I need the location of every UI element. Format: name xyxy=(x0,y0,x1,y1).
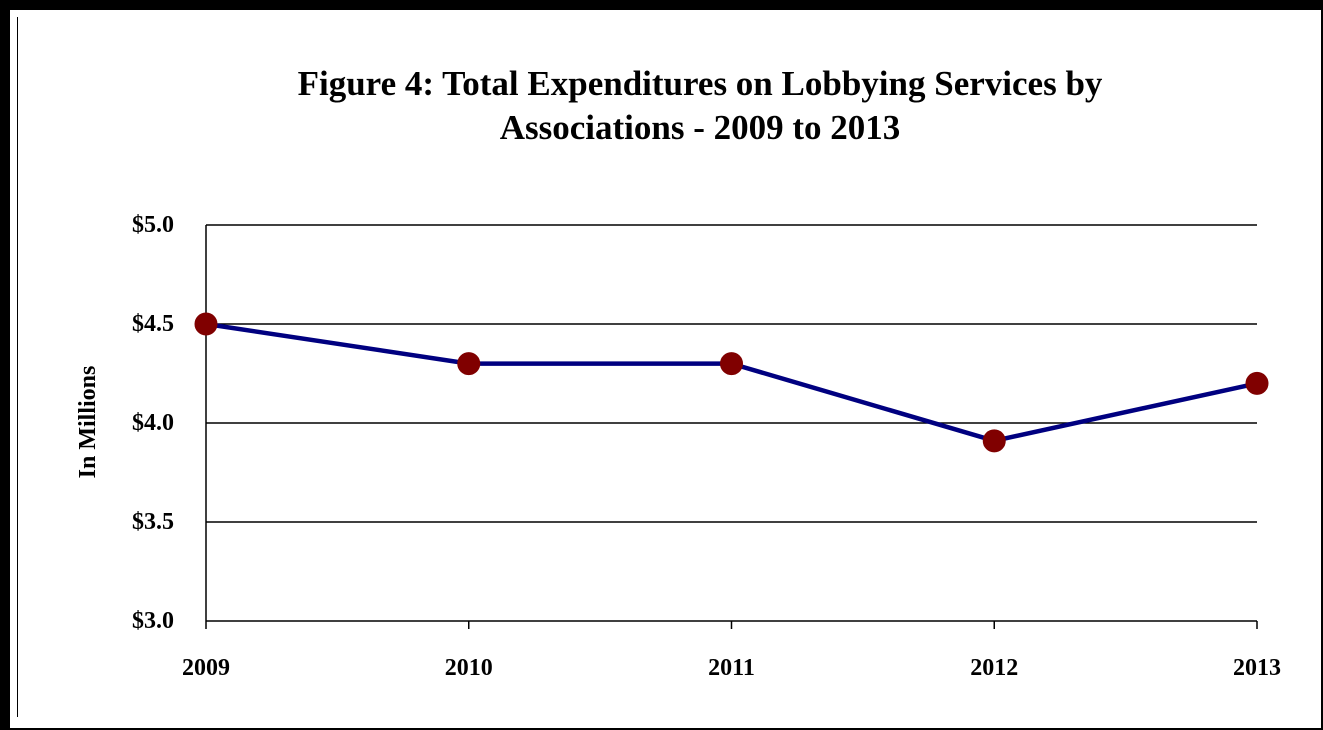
chart-title-line-1: Figure 4: Total Expenditures on Lobbying… xyxy=(297,64,1103,103)
data-point-2013 xyxy=(1245,371,1269,395)
data-point-2012 xyxy=(982,429,1006,453)
x-tick-label-2010: 2010 xyxy=(445,655,493,681)
chart-title-line-2: Associations - 2009 to 2013 xyxy=(499,108,901,147)
series-group xyxy=(194,312,1269,453)
frame-inner-line xyxy=(17,17,18,717)
x-tick-label-2012: 2012 xyxy=(970,655,1018,681)
y-tick-label-4: $5.0 xyxy=(132,212,174,238)
y-tick-label-1: $3.5 xyxy=(132,509,174,535)
data-point-2009 xyxy=(194,312,218,336)
axes xyxy=(205,225,1258,629)
data-point-2011 xyxy=(720,352,743,376)
y-axis-title: In Millions xyxy=(75,366,101,479)
chart-title: Figure 4: Total Expenditures on Lobbying… xyxy=(30,62,1323,150)
y-tick-labels: $3.0 $3.5 $4.0 $4.5 $5.0 xyxy=(132,212,174,634)
x-tick-labels: 2009 2010 2011 2012 2013 xyxy=(182,655,1281,681)
y-tick-label-2: $4.0 xyxy=(132,410,174,436)
x-tick-label-2009: 2009 xyxy=(182,655,230,681)
y-tick-label-3: $4.5 xyxy=(132,311,174,337)
x-tick-label-2011: 2011 xyxy=(708,655,755,681)
x-tick-label-2013: 2013 xyxy=(1233,655,1281,681)
data-point-2010 xyxy=(457,352,481,376)
y-tick-label-0: $3.0 xyxy=(132,608,174,634)
